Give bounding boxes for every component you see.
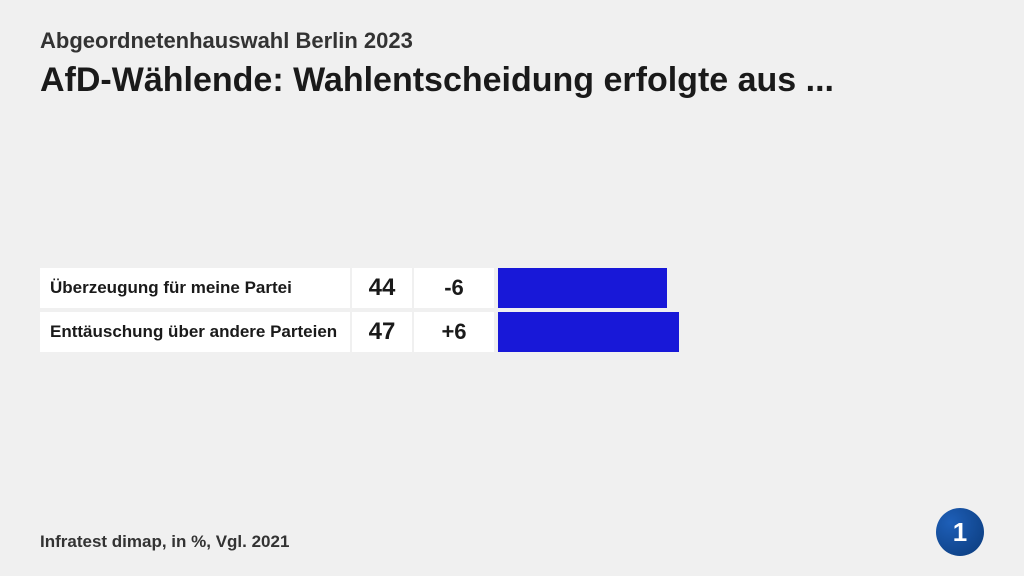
source-note: Infratest dimap, in %, Vgl. 2021 (40, 532, 289, 552)
logo-text: 1 (953, 517, 967, 548)
bar-container (496, 268, 984, 308)
broadcaster-logo: 1 (936, 508, 984, 556)
bar (498, 312, 679, 352)
row-value: 44 (352, 268, 412, 308)
row-change: -6 (414, 268, 494, 308)
chart-subtitle: Abgeordnetenhauswahl Berlin 2023 (40, 28, 984, 54)
bar-chart: Überzeugung für meine Partei 44 -6 Enttä… (40, 268, 984, 356)
bar-container (496, 312, 984, 352)
row-change: +6 (414, 312, 494, 352)
row-label: Enttäuschung über andere Parteien (40, 312, 350, 352)
row-value: 47 (352, 312, 412, 352)
chart-row: Überzeugung für meine Partei 44 -6 (40, 268, 984, 308)
chart-title: AfD-Wählende: Wahlentscheidung erfolgte … (40, 60, 984, 101)
bar (498, 268, 667, 308)
chart-row: Enttäuschung über andere Parteien 47 +6 (40, 312, 984, 352)
chart-header: Abgeordnetenhauswahl Berlin 2023 AfD-Wäh… (0, 0, 1024, 101)
row-label: Überzeugung für meine Partei (40, 268, 350, 308)
